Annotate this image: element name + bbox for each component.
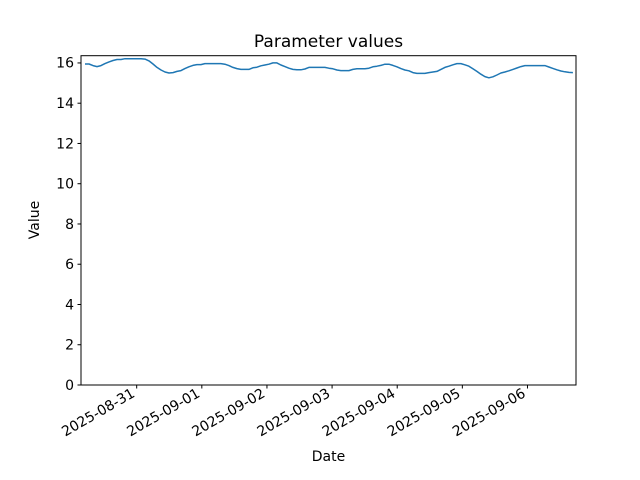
- y-tick-label: 4: [65, 297, 74, 313]
- plot-area: [85, 57, 573, 79]
- x-tick-label: 2025-09-03: [255, 386, 333, 441]
- x-tick-label: 2025-09-01: [124, 386, 202, 441]
- y-tick-label: 12: [56, 136, 74, 152]
- y-tick-label: 0: [65, 378, 74, 394]
- x-tick-label: 2025-09-02: [189, 386, 267, 441]
- y-tick-label: 14: [56, 96, 74, 112]
- data-line: [85, 57, 573, 79]
- axis-ticks: 02468101214162025-08-312025-09-012025-09…: [56, 56, 528, 440]
- y-axis-label: Value: [27, 201, 43, 239]
- y-tick-label: 16: [56, 56, 74, 72]
- y-tick-label: 8: [65, 217, 74, 233]
- x-tick-label: 2025-09-05: [385, 386, 463, 441]
- chart-title: Parameter values: [254, 32, 403, 52]
- plot-border: [80, 55, 577, 386]
- y-tick-label: 10: [56, 177, 74, 193]
- y-tick-label: 6: [65, 257, 74, 273]
- x-axis-label: Date: [312, 449, 345, 465]
- x-tick-label: 2025-09-04: [320, 386, 399, 441]
- x-tick-label: 2025-09-06: [450, 386, 529, 441]
- y-tick-label: 2: [65, 338, 74, 354]
